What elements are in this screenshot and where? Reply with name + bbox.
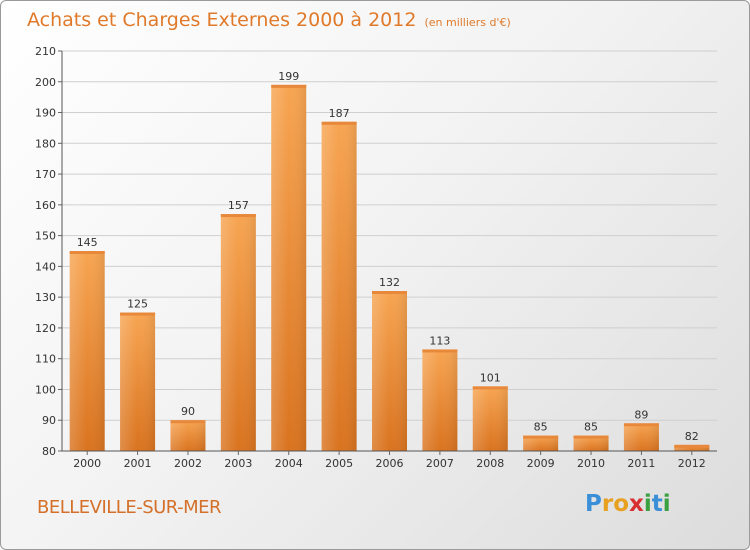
data-label: 145 bbox=[77, 236, 98, 249]
data-label: 89 bbox=[634, 408, 648, 421]
x-tick-label: 2001 bbox=[124, 457, 152, 470]
logo-letter: o bbox=[613, 491, 630, 517]
data-label: 90 bbox=[181, 405, 195, 418]
bar-shade bbox=[422, 349, 458, 451]
bar-cap bbox=[523, 435, 559, 439]
bar-cap bbox=[220, 214, 256, 218]
chart-title-text: Achats et Charges Externes 2000 à 2012 bbox=[27, 9, 417, 31]
bar-cap bbox=[69, 251, 105, 254]
bar-shade bbox=[573, 435, 609, 451]
bar-shade bbox=[674, 444, 710, 451]
bar-shade bbox=[69, 251, 105, 451]
y-tick-label: 190 bbox=[35, 107, 56, 120]
bar-cap bbox=[674, 444, 710, 448]
y-tick-label: 80 bbox=[42, 445, 56, 458]
y-tick-label: 130 bbox=[35, 291, 56, 304]
bar-shade bbox=[220, 214, 256, 451]
bar-cap bbox=[573, 435, 609, 439]
bar-shade bbox=[321, 121, 357, 452]
data-label: 132 bbox=[379, 276, 400, 289]
x-tick-label: 2002 bbox=[174, 457, 202, 470]
data-label: 199 bbox=[278, 70, 299, 83]
bar-cap bbox=[170, 420, 206, 424]
bar-shade bbox=[372, 291, 407, 451]
y-tick-label: 140 bbox=[35, 260, 56, 273]
bar-shade bbox=[271, 84, 307, 451]
chart-title: Achats et Charges Externes 2000 à 2012 (e… bbox=[27, 9, 511, 31]
location-label: BELLEVILLE-SUR-MER bbox=[37, 497, 221, 518]
x-tick-label: 2010 bbox=[577, 457, 605, 470]
y-tick-label: 200 bbox=[35, 76, 56, 89]
x-tick-label: 2012 bbox=[678, 457, 706, 470]
y-tick-label: 90 bbox=[42, 414, 56, 427]
x-tick-label: 2007 bbox=[426, 457, 454, 470]
x-tick-label: 2005 bbox=[325, 457, 353, 470]
bar-cap bbox=[422, 349, 458, 353]
logo-letter: t bbox=[651, 491, 663, 517]
data-label: 157 bbox=[228, 199, 249, 212]
proxiti-logo[interactable]: Proxiti bbox=[585, 491, 671, 517]
bar-cap bbox=[321, 121, 357, 125]
logo-letter: i bbox=[662, 491, 671, 517]
y-tick-label: 100 bbox=[35, 383, 56, 396]
bar-cap bbox=[372, 291, 407, 294]
logo-letter: r bbox=[601, 491, 614, 517]
logo-letter: i bbox=[643, 491, 652, 517]
y-tick-label: 180 bbox=[35, 137, 56, 150]
bar-shade bbox=[623, 423, 659, 451]
grid-lines bbox=[62, 50, 717, 452]
bar-cap bbox=[120, 312, 156, 316]
x-tick-label: 2011 bbox=[627, 457, 655, 470]
data-label: 82 bbox=[685, 430, 699, 443]
data-label: 187 bbox=[329, 107, 350, 120]
logo-letter: P bbox=[585, 491, 602, 517]
y-tick-label: 150 bbox=[35, 230, 56, 243]
data-label: 113 bbox=[429, 334, 450, 347]
bar-cap bbox=[472, 386, 508, 390]
data-label: 125 bbox=[127, 298, 148, 311]
y-tick-label: 120 bbox=[35, 322, 56, 335]
data-label: 85 bbox=[534, 421, 548, 434]
bar-cap bbox=[623, 423, 659, 427]
logo-letter: x bbox=[629, 491, 644, 517]
x-tick-label: 2006 bbox=[376, 457, 404, 470]
y-tick-label: 110 bbox=[35, 353, 56, 366]
x-tick-label: 2008 bbox=[476, 457, 504, 470]
x-tick-label: 2004 bbox=[275, 457, 303, 470]
bar-cap bbox=[271, 84, 307, 88]
data-label: 101 bbox=[480, 371, 501, 384]
x-tick-label: 2000 bbox=[73, 457, 101, 470]
bar-shade bbox=[120, 312, 156, 451]
data-label: 85 bbox=[584, 421, 598, 434]
bars: 145 125 90 157 199 187 132 113 101 85 85 89 82 bbox=[69, 70, 710, 452]
x-tick-label: 2003 bbox=[224, 457, 252, 470]
x-axis: 2000 2001 2002 2003 2004 2005 2006 2007 2008 2009… bbox=[62, 450, 717, 470]
y-tick-label: 160 bbox=[35, 199, 56, 212]
bar-shade bbox=[523, 435, 559, 451]
y-tick-label: 210 bbox=[35, 45, 56, 58]
y-axis: 80 90 100 110 120 130 140 150 160 170 180 190 200 210 bbox=[35, 45, 63, 458]
bar-shade bbox=[472, 386, 508, 451]
chart-subtitle: (en milliers d'€) bbox=[424, 16, 511, 29]
x-tick-label: 2009 bbox=[527, 457, 555, 470]
bar-shade bbox=[170, 420, 206, 451]
y-tick-label: 170 bbox=[35, 168, 56, 181]
